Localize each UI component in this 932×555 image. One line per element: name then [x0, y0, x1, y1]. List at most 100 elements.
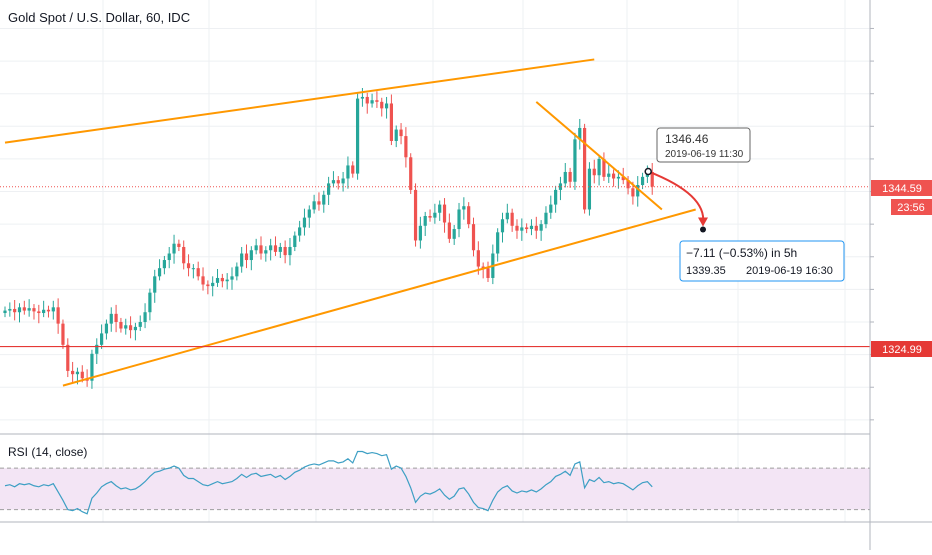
candle-body — [322, 194, 326, 205]
candle-body — [452, 229, 456, 239]
candle-body — [462, 206, 466, 210]
candle-body — [568, 171, 572, 182]
candle-body — [71, 370, 75, 375]
candle-body — [220, 277, 224, 282]
candle-body — [428, 216, 432, 218]
measure-arrow-head — [698, 217, 708, 227]
candle-body — [587, 168, 592, 210]
candle-body — [278, 246, 282, 252]
measure-change: −7.11 (−0.53%) in 5h — [686, 246, 797, 260]
candle-body — [56, 307, 60, 324]
candle-body — [626, 180, 630, 189]
horizontal-line-badge — [871, 341, 932, 357]
candle-body — [500, 219, 505, 233]
candle-body — [37, 311, 41, 314]
candles — [3, 87, 654, 389]
candle-body — [636, 185, 640, 197]
measure-end-point — [700, 226, 706, 233]
candle-body — [177, 243, 181, 247]
candle-body — [17, 307, 22, 313]
candle-body — [563, 171, 567, 184]
candle-body — [375, 100, 379, 102]
rsi-series — [4, 450, 653, 515]
candle-body — [331, 180, 336, 184]
candle-body — [360, 96, 365, 99]
candle-body — [394, 129, 398, 141]
falling-trendline — [535, 101, 663, 211]
horizontal-line-label: 1324.99 — [882, 344, 922, 356]
candle-body — [631, 188, 635, 197]
candle-body — [201, 276, 205, 285]
candle-body — [182, 246, 186, 264]
candle-body — [244, 253, 249, 261]
candle-body — [389, 103, 393, 141]
candle-body — [298, 227, 302, 236]
candle-body — [133, 326, 138, 331]
measure-start-point — [644, 167, 652, 176]
candle-body — [235, 266, 239, 277]
candle-body — [124, 325, 128, 329]
candle-body — [61, 323, 65, 345]
candle-body — [157, 268, 162, 277]
measure-end-tooltip — [679, 240, 845, 282]
candle-body — [109, 313, 113, 324]
candle-body — [346, 165, 350, 179]
candle-body — [312, 201, 316, 210]
candle-body — [90, 353, 94, 381]
rsi-label: RSI (14, close) — [8, 445, 87, 459]
candle-body — [148, 292, 152, 313]
measure-start-price: 1346.46 — [665, 132, 709, 146]
rsi-band — [0, 467, 870, 511]
candle-body — [616, 176, 621, 179]
candle-body — [293, 235, 297, 247]
candle-body — [249, 250, 253, 261]
candle-body — [269, 245, 273, 251]
candle-body — [283, 246, 287, 256]
candle-body — [51, 307, 55, 312]
candle-body — [128, 325, 133, 331]
candle-body — [273, 245, 278, 252]
candle-body — [191, 268, 195, 270]
countdown-badge — [891, 199, 932, 215]
rsi-line — [4, 450, 653, 515]
countdown-label: 23:56 — [897, 202, 925, 214]
candle-body — [27, 308, 31, 311]
candle-body — [22, 307, 26, 311]
candle-body — [162, 260, 166, 269]
candle-body — [592, 168, 596, 176]
candle-body — [100, 333, 104, 345]
candle-body — [505, 212, 509, 220]
candle-body — [496, 232, 500, 254]
measure-end-time: 2019-06-19 16:30 — [746, 265, 833, 277]
candle-body — [46, 309, 51, 312]
candle-body — [143, 312, 147, 322]
candle-body — [264, 250, 268, 254]
candle-body — [384, 103, 389, 109]
candle-body — [66, 344, 70, 371]
candle-body — [153, 276, 157, 293]
candle-body — [167, 253, 171, 261]
candle-body — [486, 268, 490, 278]
candle-body — [104, 323, 109, 334]
candle-body — [404, 136, 408, 158]
candle-body — [413, 189, 418, 241]
upper-trendline — [4, 58, 595, 144]
candle-body — [215, 277, 220, 283]
candle-body — [529, 225, 534, 230]
trendlines[interactable] — [4, 58, 696, 387]
candle-body — [471, 224, 476, 251]
candle-body — [206, 284, 210, 287]
candle-body — [288, 246, 292, 256]
candle-body — [42, 309, 46, 314]
candle-body — [520, 227, 524, 231]
current-price-label: 1344.59 — [882, 183, 922, 195]
candle-body — [307, 209, 311, 218]
candle-body — [650, 171, 654, 187]
candle-body — [259, 245, 263, 254]
candle-body — [476, 250, 480, 267]
candle-body — [578, 127, 582, 140]
candle-body — [32, 308, 36, 312]
rsi-overbought-oversold-band — [0, 468, 870, 510]
